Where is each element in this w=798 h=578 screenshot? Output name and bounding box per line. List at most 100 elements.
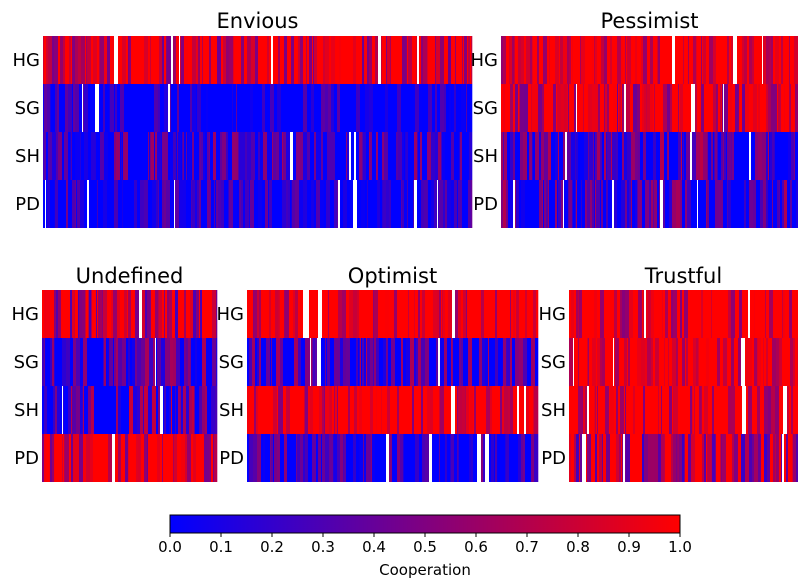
heatmap-cell — [769, 36, 772, 84]
heatmap-cell — [104, 36, 108, 84]
heatmap-cell — [184, 36, 186, 84]
heatmap-cell — [279, 386, 284, 434]
heatmap-cell — [717, 338, 721, 386]
heatmap-cell — [279, 132, 283, 180]
heatmap-cell — [754, 338, 758, 386]
heatmap-cell — [185, 36, 188, 84]
heatmap-cell — [137, 36, 141, 84]
heatmap-cell — [627, 338, 629, 386]
heatmap-cell — [271, 290, 276, 338]
heatmap-cell — [581, 132, 585, 180]
heatmap-cell — [744, 180, 747, 228]
heatmap-cell — [243, 132, 246, 180]
heatmap-cell — [202, 386, 206, 434]
heatmap-cell — [471, 434, 474, 482]
heatmap-cell — [311, 180, 315, 228]
heatmap-cell — [177, 84, 180, 132]
heatmap-cell — [639, 386, 642, 434]
heatmap-cell — [127, 290, 129, 338]
heatmap-cell — [52, 132, 57, 180]
heatmap-cell — [549, 36, 551, 84]
heatmap-cell — [662, 338, 665, 386]
heatmap-cell — [600, 290, 605, 338]
heatmap-cell — [311, 290, 315, 338]
heatmap-cell — [445, 386, 449, 434]
heatmap-cell — [710, 434, 712, 482]
heatmap-cell — [139, 290, 143, 338]
heatmap-cell — [744, 36, 748, 84]
heatmap-cell — [707, 132, 709, 180]
heatmap-cell — [668, 434, 672, 482]
heatmap-cell — [487, 290, 490, 338]
heatmap-cell — [334, 84, 338, 132]
heatmap-cell — [44, 290, 47, 338]
heatmap-cell — [543, 36, 548, 84]
heatmap-cell — [589, 36, 593, 84]
heatmap-cell — [768, 338, 770, 386]
heatmap-cell — [706, 84, 709, 132]
heatmap-cell — [629, 290, 634, 338]
heatmap-cell — [461, 338, 464, 386]
heatmap-cell — [156, 338, 158, 386]
heatmap-cell — [363, 434, 365, 482]
heatmap-cell — [495, 338, 499, 386]
heatmap-cell — [584, 290, 587, 338]
heatmap-cell — [650, 36, 654, 84]
heatmap-cell — [794, 132, 796, 180]
heatmap-cell — [112, 132, 115, 180]
heatmap-cell — [380, 338, 384, 386]
heatmap-cell — [54, 434, 56, 482]
heatmap-cell — [445, 132, 448, 180]
heatmap-cell — [506, 290, 511, 338]
heatmap-cell — [328, 84, 332, 132]
heatmap-cell — [596, 180, 601, 228]
heatmap-cell — [772, 338, 777, 386]
heatmap-cell — [103, 338, 105, 386]
heatmap-cell — [690, 290, 694, 338]
heatmap-cell — [430, 180, 432, 228]
heatmap-cell — [669, 132, 673, 180]
heatmap-cell — [247, 36, 252, 84]
heatmap-cell — [722, 386, 725, 434]
heatmap-cell — [195, 338, 198, 386]
heatmap-cell — [82, 386, 84, 434]
heatmap-cell — [442, 290, 444, 338]
heatmap-cell — [182, 84, 187, 132]
heatmap-cell — [669, 338, 673, 386]
heatmap-cell — [647, 36, 651, 84]
heatmap-cell — [107, 290, 112, 338]
heatmap-cell — [226, 132, 229, 180]
heatmap-cell — [102, 386, 106, 434]
heatmap-cell — [382, 290, 386, 338]
heatmap-cell — [88, 290, 90, 338]
heatmap-cell — [265, 180, 269, 228]
heatmap-cell — [637, 338, 642, 386]
heatmap-cell — [247, 290, 250, 338]
heatmap-cell — [548, 180, 550, 228]
heatmap-cell — [556, 84, 558, 132]
heatmap-cell — [630, 338, 632, 386]
heatmap-cell — [176, 132, 178, 180]
heatmap-cell — [742, 36, 745, 84]
heatmap-cell — [401, 338, 404, 386]
heatmap-cell — [199, 290, 201, 338]
heatmap-cell — [186, 84, 191, 132]
heatmap-cell — [771, 84, 774, 132]
heatmap-cell — [195, 180, 198, 228]
heatmap-cell — [75, 36, 79, 84]
panel-title: Pessimist — [600, 9, 698, 33]
heatmap-cell — [154, 132, 156, 180]
heatmap-cell — [397, 434, 401, 482]
heatmap-cell — [239, 132, 244, 180]
heatmap-cell — [149, 132, 151, 180]
heatmap-cell — [92, 290, 94, 338]
heatmap-cell — [167, 434, 171, 482]
heatmap-cell — [181, 434, 186, 482]
heatmap-cell — [708, 84, 713, 132]
heatmap-cell — [255, 338, 258, 386]
heatmap-cell — [368, 386, 371, 434]
heatmap-cell — [277, 386, 279, 434]
heatmap-cell — [724, 386, 729, 434]
heatmap-cell — [762, 132, 767, 180]
heatmap-cell — [151, 290, 153, 338]
